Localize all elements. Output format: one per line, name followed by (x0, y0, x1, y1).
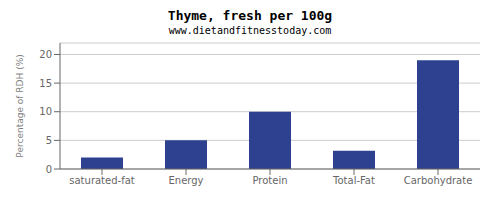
svg-text:10: 10 (39, 106, 52, 117)
html-text:Thyme, fresh per 100g: Thyme, fresh per 100g (167, 8, 333, 23)
svg-text:Total-Fat: Total-Fat (332, 175, 375, 186)
svg-text:Energy: Energy (168, 175, 203, 186)
svg-text:0: 0 (46, 164, 52, 175)
svg-text:Carbohydrate: Carbohydrate (404, 175, 473, 186)
svg-text:5: 5 (46, 135, 52, 146)
svg-text:15: 15 (39, 78, 52, 89)
svg-text:saturated-fat: saturated-fat (69, 175, 135, 186)
html-text:www.dietandfitnesstoday.com: www.dietandfitnesstoday.com (168, 25, 332, 36)
svg-text:Protein: Protein (252, 175, 287, 186)
svg-text:20: 20 (39, 49, 52, 60)
svg-text:Percentage of RDH (%): Percentage of RDH (%) (15, 54, 25, 157)
